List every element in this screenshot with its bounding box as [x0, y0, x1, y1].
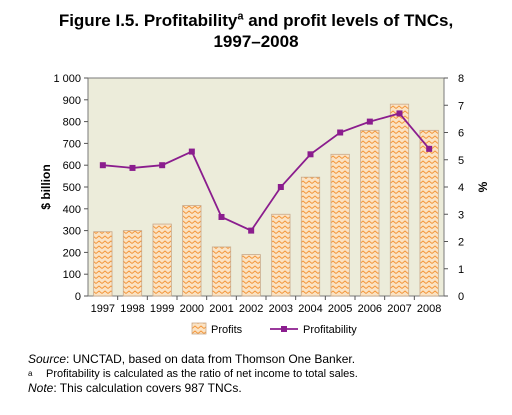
x-tick-label: 2001	[209, 303, 233, 315]
line-profitability	[102, 112, 430, 232]
x-tick-label: 2002	[239, 303, 263, 315]
y-left-tick-label: 200	[63, 247, 81, 259]
y-left-tick-label: 800	[63, 117, 81, 129]
y-left-tick-label: 0	[75, 291, 81, 303]
source-text: : UNCTAD, based on data from Thomson One…	[66, 352, 356, 366]
note-label: Note	[28, 381, 54, 395]
y-left-axis-title: $ billion	[39, 164, 53, 209]
y-left-tick-label: 700	[63, 138, 81, 150]
footnote-a: a Profitability is calculated as the rati…	[28, 367, 358, 381]
y-right-tick-label: 5	[458, 155, 464, 167]
title-main: Figure I.5. Profitability	[58, 11, 238, 30]
y-right-tick-label: 0	[458, 291, 464, 303]
x-tick-label: 1998	[120, 303, 144, 315]
point-profitability-2007	[396, 110, 403, 117]
bar-profits-2007	[389, 103, 410, 297]
y-left-tick-label: 300	[63, 226, 81, 238]
y-right-tick-label: 3	[458, 209, 464, 221]
y-right-tick-label: 2	[458, 237, 464, 249]
point-profitability-2003	[277, 184, 284, 190]
point-profitability-2004	[307, 151, 314, 158]
bar-profits-2003	[271, 213, 291, 297]
title-rest: and profit levels of TNCs,	[243, 11, 454, 30]
x-tick-label: 2004	[298, 303, 322, 315]
point-profitability-1997	[99, 162, 106, 169]
y-left-tick-label: 600	[63, 160, 81, 172]
y-left-tick-label: 1 000	[53, 73, 81, 85]
y-left-tick-label: 500	[63, 182, 81, 194]
point-profitability-2002	[248, 227, 255, 234]
legend-swatch-profits	[191, 322, 207, 335]
y-left-tick-label: 900	[63, 95, 81, 107]
point-profitability-2005	[337, 129, 344, 136]
note-line: Note: This calculation covers 987 TNCs.	[28, 381, 242, 395]
x-tick-label: 1999	[150, 303, 174, 315]
point-profitability-1998	[129, 164, 136, 171]
point-profitability-2008	[426, 145, 433, 152]
legend-marker-profitability	[281, 326, 287, 332]
title-superscript: a	[237, 10, 244, 23]
bar-profits-2004	[300, 176, 321, 297]
x-tick-label: 2007	[387, 303, 411, 315]
y-right-axis-title: %	[476, 181, 490, 192]
point-profitability-2006	[366, 118, 373, 125]
point-profitability-2000	[188, 148, 195, 155]
bar-profits-2002	[241, 254, 261, 297]
legend-label-profits: Profits	[211, 324, 243, 336]
legend-label-profitability: Profitability	[303, 324, 357, 336]
y-left-tick-label: 400	[63, 204, 81, 216]
bar-profits-1998	[122, 230, 143, 297]
x-tick-label: 1997	[91, 303, 115, 315]
plot-area	[87, 77, 445, 297]
bar-profits-2000	[182, 205, 202, 297]
y-right-tick-label: 7	[458, 100, 464, 112]
x-tick-label: 2003	[269, 303, 293, 315]
bar-profits-2001	[211, 246, 232, 297]
x-tick-label: 2006	[358, 303, 382, 315]
y-left-tick-label: 100	[63, 269, 81, 281]
source-label: Source	[28, 352, 67, 366]
point-profitability-2001	[218, 213, 225, 220]
y-right-tick-label: 6	[458, 128, 464, 140]
bar-profits-2006	[360, 129, 380, 297]
x-tick-label: 2005	[328, 303, 352, 315]
bar-profits-1997	[93, 231, 113, 297]
note-text: : This calculation covers 987 TNCs.	[53, 381, 242, 395]
bar-profits-2005	[330, 153, 350, 297]
footnote-a-marker: a	[28, 369, 33, 378]
x-tick-label: 2000	[180, 303, 204, 315]
y-right-tick-label: 8	[458, 73, 464, 85]
y-right-tick-label: 4	[458, 182, 464, 194]
x-tick-label: 2008	[417, 303, 441, 315]
combo-chart: 0 100 200 300 400 500 600 700 800 900 1 000 0 1 2 3 4 5 6…	[39, 73, 490, 336]
bar-profits-2008	[419, 129, 439, 297]
source-line: Source: UNCTAD, based on data from Thoms…	[28, 352, 355, 366]
bar-profits-1999	[152, 223, 172, 297]
footnote-a-text: Profitability is calculated as the ratio…	[46, 368, 358, 380]
chart-title: Figure I.5. Profitabilitya and profit le…	[0, 10, 512, 52]
point-profitability-1999	[159, 162, 166, 169]
title-line2: 1997–2008	[213, 32, 299, 51]
y-right-tick-label: 1	[458, 264, 464, 276]
